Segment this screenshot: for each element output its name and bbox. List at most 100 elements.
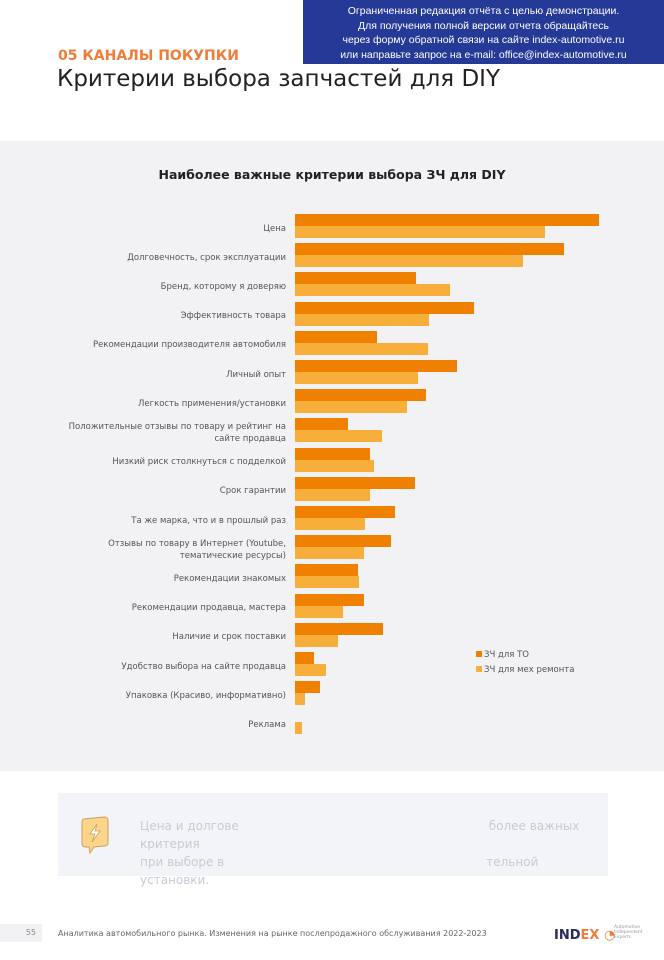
banner-line: через форму обратной связи на сайте inde…	[342, 34, 625, 46]
chart-row: Положительные отзывы по товару и рейтинг…	[0, 418, 664, 447]
chart-row: Цена	[0, 214, 664, 243]
chart-row: Рекомендации знакомых	[0, 564, 664, 593]
page-title: Критерии выбора запчастей для DIY	[57, 66, 500, 92]
chart-row: Бренд, которому я доверяю	[0, 272, 664, 301]
callout-fragment: тельной установки.	[140, 855, 539, 887]
callout-fragment: более важных критерия	[140, 819, 580, 851]
bar-repair	[295, 488, 371, 501]
chart-legend: ЗЧ для ТО ЗЧ для мех ремонта	[476, 648, 574, 678]
chart-row: Отзывы по товару в Интернет (Youtube, те…	[0, 535, 664, 564]
bar-maintenance	[295, 360, 457, 372]
bar-repair	[295, 372, 419, 384]
callout-fragment: Цена и долгове	[140, 819, 239, 833]
category-label: Срок гарантии	[219, 486, 286, 497]
bar-maintenance	[295, 330, 378, 343]
chart-row: Эффективность товара	[0, 301, 664, 331]
section-label: 05 КАНАЛЫ ПОКУПКИ	[58, 48, 239, 64]
bar-maintenance	[295, 564, 359, 577]
banner-line: Ограниченная редакция отчёта с целью дем…	[347, 5, 620, 17]
bar-repair	[295, 255, 523, 268]
chart-row: Та же марка, что и в прошлый раз	[0, 506, 664, 535]
bar-repair	[295, 342, 428, 355]
bar-maintenance	[295, 622, 384, 635]
bar-repair	[295, 284, 451, 297]
demo-notice-banner: Ограниченная редакция отчёта с целью дем…	[303, 0, 664, 64]
chart-row: Рекомендации продавца, мастера	[0, 593, 664, 623]
chart-row: Низкий риск столкнуться с подделкой	[0, 447, 664, 477]
bar-maintenance	[295, 681, 321, 694]
legend-item: ЗЧ для ТО	[476, 648, 574, 663]
category-label: Долговечность, срок эксплуатации	[127, 252, 286, 263]
bar-repair	[295, 605, 343, 618]
bar-maintenance	[295, 418, 349, 431]
bar-repair	[295, 576, 359, 589]
category-label: Положительные отзывы по товару и рейтинг…	[68, 421, 286, 444]
callout-fragment: при выборе в	[140, 855, 225, 869]
category-label: Отзывы по товару в Интернет (Youtube, те…	[108, 538, 286, 561]
bar-maintenance	[295, 389, 426, 402]
footer-text: Аналитика автомобильного рынка. Изменени…	[58, 929, 487, 938]
bar-maintenance	[295, 301, 475, 314]
bar-repair	[295, 693, 305, 706]
category-label: Бренд, которому я доверяю	[160, 281, 286, 292]
category-label: Эффективность товара	[180, 311, 286, 322]
logo-sub-line: Experts	[614, 935, 632, 940]
callout-text: Цена и долгове более важных критерия при …	[140, 817, 600, 889]
chart-title: Наиболее важные критерии выбора ЗЧ для D…	[158, 167, 506, 182]
bar-repair	[295, 634, 339, 647]
chart-row: Наличие и срок поставки	[0, 622, 664, 652]
bar-maintenance	[295, 214, 599, 226]
bar-repair	[295, 664, 327, 676]
category-label: Та же марка, что и в прошлый раз	[131, 515, 286, 526]
page-number: 55	[0, 924, 42, 942]
bar-repair	[295, 430, 382, 443]
category-label: Удобство выбора на сайте продавца	[121, 661, 286, 672]
legend-swatch	[476, 651, 482, 657]
bar-maintenance	[295, 506, 396, 518]
bar-repair	[295, 547, 365, 560]
bar-maintenance	[295, 535, 391, 548]
category-label: Рекомендации продавца, мастера	[131, 603, 286, 614]
bar-repair	[295, 518, 365, 530]
bar-maintenance	[295, 476, 416, 489]
bar-repair	[295, 226, 546, 238]
banner-line: или направьте запрос на e-mail: office@i…	[340, 48, 627, 61]
chart-row: Упаковка (Красиво, информативно)	[0, 681, 664, 710]
legend-label: ЗЧ для ТО	[484, 650, 529, 660]
legend-label: ЗЧ для мех ремонта	[484, 665, 575, 675]
index-logo: INDEX ◔	[554, 928, 616, 943]
category-label: Рекомендации знакомых	[173, 573, 286, 584]
bar-maintenance	[295, 593, 365, 606]
chart-row: Реклама	[0, 710, 664, 739]
category-label: Наличие и срок поставки	[172, 632, 286, 643]
bar-repair	[295, 401, 407, 414]
category-label: Упаковка (Красиво, информативно)	[125, 690, 286, 701]
category-label: Рекомендации производителя автомобиля	[92, 340, 286, 351]
category-label: Низкий риск столкнуться с подделкой	[112, 457, 286, 468]
chart-row: Удобство выбора на сайте продавца	[0, 652, 664, 681]
logo-sub-line: Independent	[614, 930, 643, 935]
chart-row: Личный опыт	[0, 360, 664, 389]
legend-swatch	[476, 666, 482, 672]
chart-row: Долговечность, срок эксплуатации	[0, 243, 664, 272]
category-label: Личный опыт	[226, 369, 286, 380]
category-label: Реклама	[248, 719, 286, 730]
bar-maintenance	[295, 243, 565, 256]
bar-repair	[295, 722, 302, 735]
lightning-chat-icon	[81, 816, 109, 855]
chart-row: Легкость применения/установки	[0, 389, 664, 418]
chart-row: Рекомендации производителя автомобиля	[0, 330, 664, 360]
logo-subtitle: Automotive Independent Experts	[614, 925, 643, 940]
legend-item: ЗЧ для мех ремонта	[476, 663, 574, 678]
insight-callout: Цена и долгове более важных критерия при …	[58, 793, 608, 887]
bar-repair	[295, 313, 429, 326]
logo-sub-line: Automotive	[614, 925, 641, 930]
category-label: Легкость применения/установки	[137, 398, 286, 409]
category-label: Цена	[263, 223, 286, 234]
chart-row: Срок гарантии	[0, 476, 664, 506]
bar-maintenance	[295, 652, 314, 664]
bar-maintenance	[295, 447, 371, 460]
banner-line: Для получения полной версии отчета обращ…	[358, 19, 609, 32]
bar-repair	[295, 459, 375, 472]
bar-maintenance	[295, 272, 416, 285]
